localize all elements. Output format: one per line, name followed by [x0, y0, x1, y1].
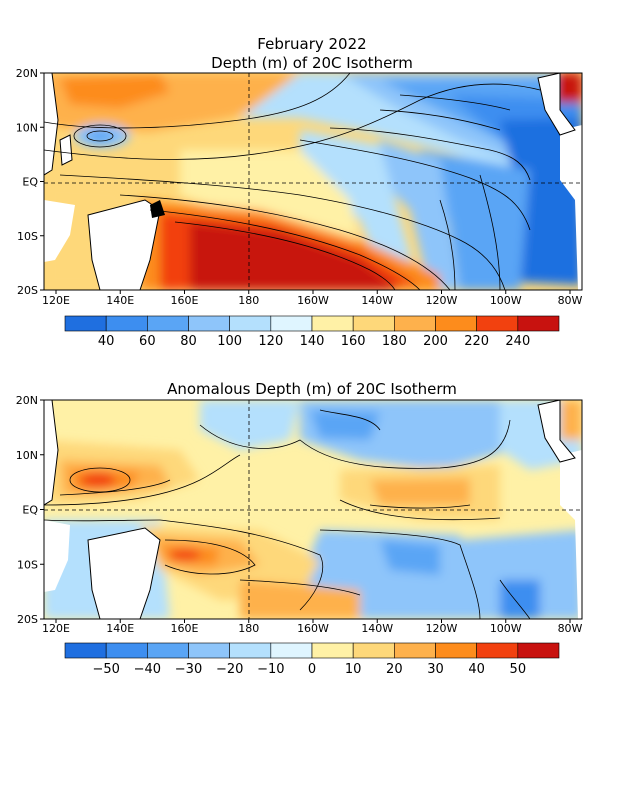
- colorbar-swatch: [352, 315, 395, 332]
- colorbar-swatch: [147, 315, 189, 332]
- chart2-field: [44, 400, 582, 619]
- colorbar-label: 40: [468, 662, 485, 677]
- colorbar-swatch: [105, 642, 148, 659]
- colorbar-label: 80: [180, 334, 197, 349]
- colorbar-label: −40: [134, 662, 161, 677]
- x-tick-label: 140E: [106, 622, 134, 635]
- colorbar-swatch: [517, 315, 560, 332]
- x-tick-label: 100W: [490, 294, 522, 307]
- chart1-field: [44, 73, 582, 290]
- colorbar-label: 50: [510, 662, 527, 677]
- colorbar-swatch: [229, 315, 272, 332]
- x-tick-label: 80W: [558, 294, 583, 307]
- x-tick-label: 180: [238, 294, 259, 307]
- colorbar-label: 60: [139, 334, 156, 349]
- x-tick-label: 160W: [297, 622, 329, 635]
- x-tick-label: 160W: [297, 294, 329, 307]
- x-tick-label: 120E: [42, 622, 70, 635]
- colorbar-swatch: [229, 642, 272, 659]
- y-tick-label: 10S: [17, 558, 38, 571]
- x-tick-label: 140W: [361, 294, 393, 307]
- y-tick-label: 10S: [17, 230, 38, 243]
- y-tick-label: EQ: [22, 176, 38, 189]
- colorbar-label: 240: [505, 334, 530, 349]
- colorbar-label: 120: [258, 334, 283, 349]
- x-tick-label: 120W: [426, 294, 458, 307]
- colorbar-label: 180: [382, 334, 407, 349]
- colorbar-swatch: [105, 315, 148, 332]
- colorbar-label: 10: [345, 662, 362, 677]
- colorbar-label: −30: [175, 662, 202, 677]
- colorbar-swatch: [270, 315, 313, 332]
- colorbar-swatch: [517, 642, 560, 659]
- chart1-subtitle: Depth (m) of 20C Isotherm: [211, 54, 413, 72]
- colorbar-label: 140: [300, 334, 325, 349]
- colorbar-swatch: [435, 642, 477, 659]
- y-tick-label: EQ: [22, 504, 38, 517]
- colorbar-label: −10: [257, 662, 284, 677]
- colorbar-swatch: [476, 642, 519, 659]
- x-tick-label: 80W: [558, 622, 583, 635]
- colorbar-swatch: [394, 315, 436, 332]
- colorbar-swatch: [394, 642, 436, 659]
- x-tick-label: 160E: [171, 622, 199, 635]
- colorbar-label: 0: [308, 662, 316, 677]
- colorbar-swatch: [435, 315, 477, 332]
- y-tick-label: 20N: [16, 394, 38, 407]
- x-tick-label: 120W: [426, 622, 458, 635]
- colorbar-label: 100: [217, 334, 242, 349]
- colorbar-label: 220: [464, 334, 489, 349]
- y-tick-label: 20S: [17, 613, 38, 626]
- colorbar-swatch: [147, 642, 189, 659]
- chart1-title: February 2022: [257, 35, 366, 53]
- colorbar-swatch: [476, 315, 519, 332]
- x-tick-label: 180: [238, 622, 259, 635]
- colorbar-swatch: [270, 642, 313, 659]
- colorbar-label: 30: [427, 662, 444, 677]
- y-tick-label: 20S: [17, 284, 38, 297]
- colorbar-label: −20: [216, 662, 243, 677]
- x-tick-label: 160E: [171, 294, 199, 307]
- colorbar-label: 20: [386, 662, 403, 677]
- colorbar-label: 200: [423, 334, 448, 349]
- x-tick-label: 100W: [490, 622, 522, 635]
- colorbar-swatch: [64, 315, 107, 332]
- colorbar-swatch: [64, 642, 107, 659]
- x-tick-label: 140E: [106, 294, 134, 307]
- y-tick-label: 10N: [16, 121, 38, 134]
- colorbar-label: −50: [92, 662, 119, 677]
- colorbar-swatch: [311, 642, 354, 659]
- colorbar-swatch: [311, 315, 354, 332]
- colorbar-swatch: [188, 315, 230, 332]
- colorbar-label: 160: [341, 334, 366, 349]
- colorbar-label: 40: [98, 334, 115, 349]
- y-tick-label: 10N: [16, 449, 38, 462]
- y-tick-label: 20N: [16, 67, 38, 80]
- chart2-title: Anomalous Depth (m) of 20C Isotherm: [167, 380, 457, 398]
- x-tick-label: 120E: [42, 294, 70, 307]
- colorbar-swatch: [352, 642, 395, 659]
- colorbar-swatch: [188, 642, 230, 659]
- x-tick-label: 140W: [361, 622, 393, 635]
